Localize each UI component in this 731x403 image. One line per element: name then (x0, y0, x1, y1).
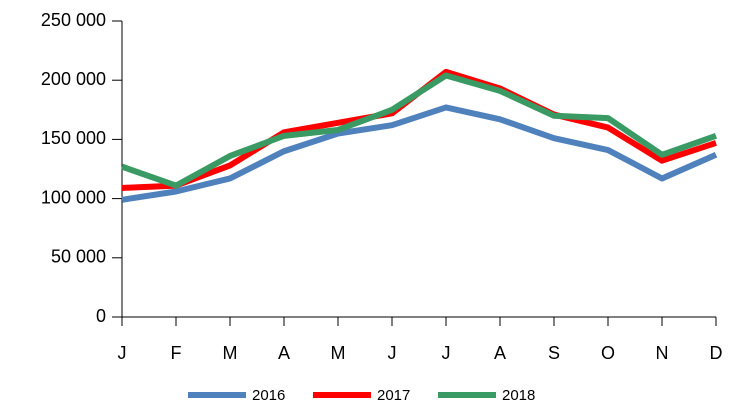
legend-label: 2018 (502, 387, 535, 403)
legend-label: 2016 (252, 387, 285, 403)
y-tick-label: 100 000 (41, 187, 106, 207)
y-tick-label: 150 000 (41, 128, 106, 148)
x-tick-label: M (223, 343, 238, 363)
y-tick-label: 200 000 (41, 69, 106, 89)
x-tick-label: J (442, 343, 451, 363)
legend-label: 2017 (377, 387, 410, 403)
y-tick-label: 250 000 (41, 10, 106, 30)
x-tick-label: N (656, 343, 669, 363)
x-tick-label: O (601, 343, 615, 363)
series-line (121, 104, 718, 203)
x-tick-label: M (331, 343, 346, 363)
x-tick-label: S (548, 343, 560, 363)
x-tick-label: F (171, 343, 182, 363)
x-tick-label: J (118, 343, 127, 363)
series-line (121, 72, 717, 189)
x-tick-label: D (710, 343, 723, 363)
y-tick-label: 0 (96, 306, 106, 326)
x-tick-label: J (388, 343, 397, 363)
x-tick-label: A (494, 343, 506, 363)
y-tick-label: 50 000 (51, 247, 106, 267)
x-tick-label: A (278, 343, 290, 363)
